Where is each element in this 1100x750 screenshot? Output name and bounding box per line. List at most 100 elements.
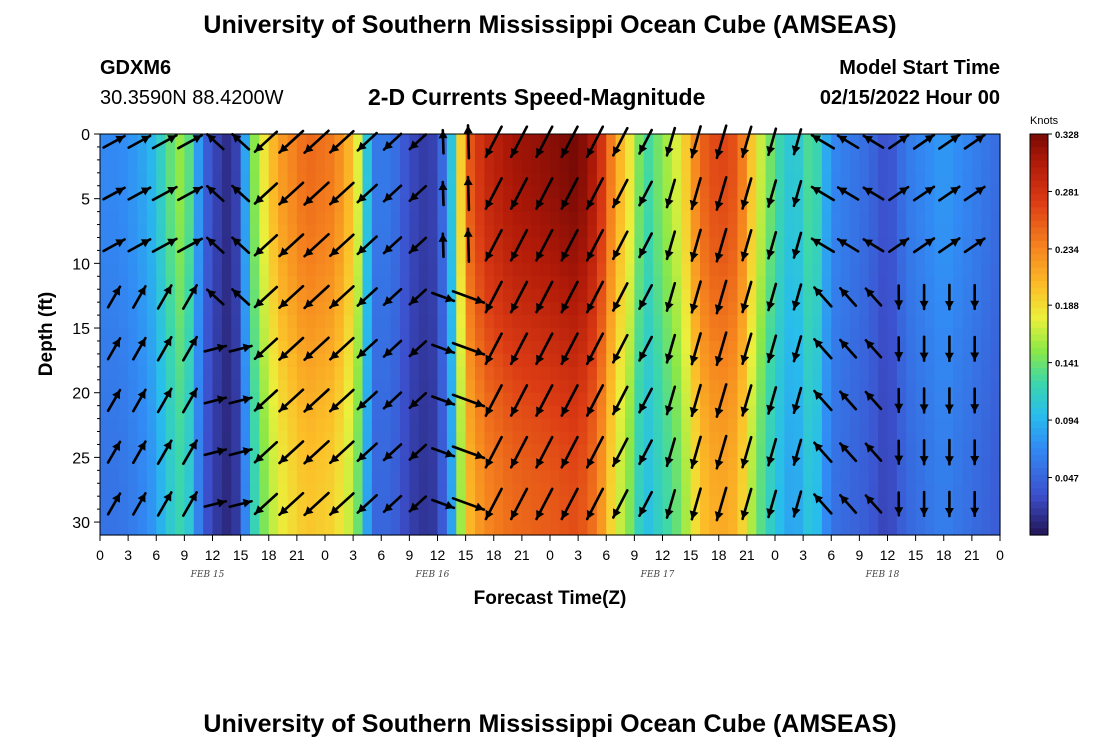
heatmap-cell xyxy=(765,470,776,484)
heatmap-cell xyxy=(193,289,204,303)
heatmap-cell xyxy=(615,198,626,213)
heatmap-cell xyxy=(231,353,242,368)
current-arrow xyxy=(919,490,929,518)
current-arrow xyxy=(328,388,355,413)
heatmap-cell xyxy=(409,250,420,264)
heatmap-cell xyxy=(521,509,532,523)
heatmap-cell xyxy=(643,146,654,161)
arrow-head xyxy=(840,340,849,349)
heatmap-cell xyxy=(934,302,945,316)
current-arrow xyxy=(253,285,279,309)
heatmap-cell xyxy=(925,328,935,342)
heatmap-cell xyxy=(896,146,907,161)
heatmap-cell xyxy=(325,418,335,433)
heatmap-cell xyxy=(278,366,289,381)
heatmap-cell xyxy=(353,237,364,252)
current-arrow xyxy=(509,487,529,521)
current-arrow xyxy=(177,237,203,253)
heatmap-cell xyxy=(212,405,223,420)
heatmap-cell xyxy=(540,366,551,381)
heatmap-cell xyxy=(353,185,364,200)
heatmap-cell xyxy=(587,224,598,239)
arrow-head xyxy=(137,441,146,451)
heatmap-cell xyxy=(146,457,157,471)
heatmap-cell xyxy=(165,289,176,303)
heatmap-cell xyxy=(709,470,720,484)
heatmap-cell xyxy=(812,470,823,484)
heatmap-cell xyxy=(334,340,345,355)
heatmap-cell xyxy=(400,509,410,523)
heatmap-cell xyxy=(231,418,242,433)
heatmap-cell xyxy=(671,263,682,277)
heatmap-cell xyxy=(193,392,204,407)
heatmap-cell xyxy=(971,405,982,420)
heatmap-cell xyxy=(990,379,1001,394)
heatmap-cell xyxy=(259,431,270,446)
heatmap-cell xyxy=(343,340,354,355)
heatmap-cell xyxy=(446,315,457,329)
heatmap-cell xyxy=(193,237,204,252)
arrow-head xyxy=(689,510,699,520)
heatmap-cell xyxy=(259,483,270,497)
current-arrow xyxy=(919,387,929,414)
heatmap-cell xyxy=(596,496,607,510)
colorbar-segment xyxy=(1030,234,1048,242)
heatmap-cell xyxy=(671,289,682,303)
heatmap-cell xyxy=(700,224,710,239)
heatmap-cell xyxy=(325,237,335,252)
heatmap-cell xyxy=(887,172,898,187)
heatmap-cell xyxy=(493,328,504,342)
heatmap-cell xyxy=(371,522,382,536)
x-axis: 0 3 6 9 12 15 18 21 0 3 6 9 12 15 18 21 0 3 6 9 12 15 18 21 0 3 6 9… xyxy=(96,535,1004,580)
heatmap-cell xyxy=(606,431,617,446)
heatmap-cell xyxy=(231,522,242,536)
heatmap-cell xyxy=(831,470,842,484)
heatmap-cell xyxy=(343,328,354,342)
heatmap-cell xyxy=(259,405,270,420)
current-arrow xyxy=(740,229,753,262)
heatmap-cell xyxy=(184,302,195,316)
heatmap-cell xyxy=(437,418,448,433)
heatmap-cell xyxy=(437,224,448,239)
heatmap-cell xyxy=(390,366,401,381)
heatmap-cell xyxy=(765,250,776,264)
current-arrow xyxy=(231,236,251,255)
heatmap-cell xyxy=(128,224,139,239)
heatmap-cell xyxy=(296,134,307,148)
heatmap-cell xyxy=(118,353,129,368)
heatmap-cell xyxy=(559,418,570,433)
heatmap-cell xyxy=(268,496,279,510)
heatmap-cell xyxy=(287,379,298,394)
heatmap-cell xyxy=(400,522,410,536)
heatmap-cell xyxy=(521,470,532,484)
heatmap-cell xyxy=(578,302,589,316)
x-tick-label: 9 xyxy=(855,547,863,563)
heatmap-cell xyxy=(765,185,776,200)
heatmap-cell xyxy=(231,328,242,342)
heatmap-cell xyxy=(353,444,364,458)
heatmap-cell xyxy=(268,483,279,497)
heatmap-cell xyxy=(371,509,382,523)
heatmap-cell xyxy=(615,172,626,187)
heatmap-cell xyxy=(353,340,364,355)
heatmap-cell xyxy=(503,392,514,407)
current-arrow xyxy=(382,236,403,255)
heatmap-cell xyxy=(709,340,720,355)
heatmap-cell xyxy=(728,444,739,458)
heatmap-cell xyxy=(418,289,429,303)
heatmap-cell xyxy=(193,302,204,316)
arrow-head xyxy=(304,454,314,464)
heatmap-cell xyxy=(325,444,335,458)
heatmap-cell xyxy=(409,328,420,342)
heatmap-cell xyxy=(203,302,214,316)
arrow-head xyxy=(188,285,197,295)
heatmap-cell xyxy=(765,198,776,213)
heatmap-cell xyxy=(371,172,382,187)
heatmap-cell xyxy=(306,159,317,174)
heatmap-cell xyxy=(812,379,823,394)
heatmap-cell xyxy=(109,198,120,213)
heatmap-cell xyxy=(681,470,692,484)
heatmap-cell xyxy=(446,198,457,213)
arrow-head xyxy=(217,447,226,456)
heatmap-cell xyxy=(981,263,992,277)
